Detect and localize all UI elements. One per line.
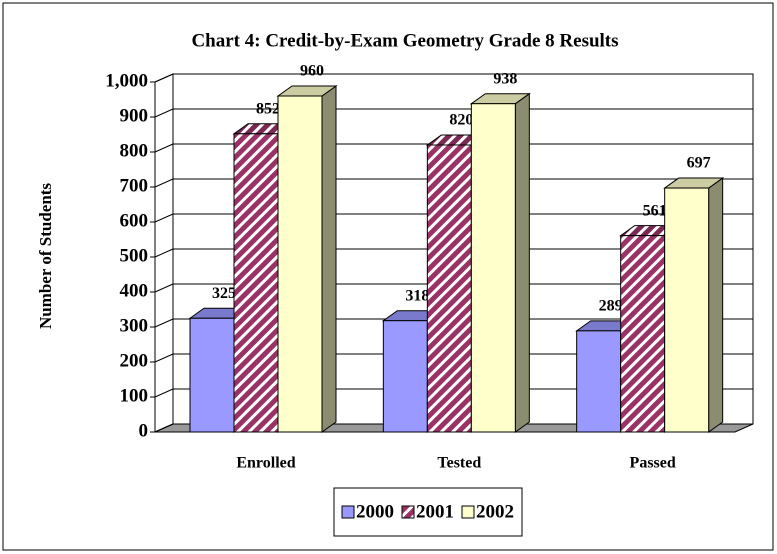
legend-label: 2000 xyxy=(356,501,394,522)
y-tick-label: 1,000 xyxy=(105,70,148,91)
y-tick-label: 0 xyxy=(139,420,149,441)
value-label: 960 xyxy=(300,63,324,80)
legend-label: 2002 xyxy=(476,501,514,522)
grid-line xyxy=(154,353,174,363)
bar xyxy=(382,320,428,433)
x-tick-label: Passed xyxy=(630,455,676,472)
value-label: 852 xyxy=(256,100,280,117)
grid-line xyxy=(154,248,174,258)
x-tick-label: Tested xyxy=(437,455,481,472)
y-tick-label: 700 xyxy=(120,175,149,196)
value-label: 325 xyxy=(212,285,236,302)
grid-line xyxy=(154,73,174,83)
bar xyxy=(233,133,279,433)
legend xyxy=(333,487,523,537)
grid-line xyxy=(154,283,174,293)
y-tick-label: 800 xyxy=(120,140,149,161)
bar xyxy=(277,95,323,433)
value-label: 289 xyxy=(599,298,623,315)
bar xyxy=(470,103,516,433)
y-tick-label: 600 xyxy=(120,210,149,231)
grid-line xyxy=(154,423,174,433)
bar-side xyxy=(514,92,530,433)
y-tick-label: 500 xyxy=(120,245,149,266)
bar xyxy=(426,144,472,433)
grid-line xyxy=(154,143,174,153)
y-tick-label: 100 xyxy=(120,385,149,406)
grid-line xyxy=(154,388,174,398)
bar-side xyxy=(708,177,724,433)
value-label: 561 xyxy=(643,202,667,219)
bar xyxy=(664,187,710,433)
y-tick-label: 300 xyxy=(120,315,149,336)
legend-swatch xyxy=(461,505,475,519)
y-tick-label: 400 xyxy=(120,280,149,301)
y-tick-label: 200 xyxy=(120,350,149,371)
value-label: 318 xyxy=(405,287,429,304)
value-label: 697 xyxy=(687,155,711,172)
x-tick-label: Enrolled xyxy=(236,455,295,472)
bar xyxy=(620,235,666,433)
bar-side xyxy=(321,85,337,433)
value-label: 938 xyxy=(493,70,517,87)
legend-swatch xyxy=(401,505,415,519)
grid-line xyxy=(154,178,174,188)
y-axis-label: Number of Students xyxy=(36,183,55,329)
bar xyxy=(576,330,622,433)
value-label: 820 xyxy=(449,112,473,129)
bar xyxy=(189,317,235,433)
grid-line xyxy=(154,213,174,223)
chart-title: Chart 4: Credit-by-Exam Geometry Grade 8… xyxy=(191,30,618,51)
grid-line xyxy=(154,318,174,328)
legend-label: 2001 xyxy=(416,501,454,522)
legend-swatch xyxy=(341,505,355,519)
y-tick-label: 900 xyxy=(120,105,149,126)
grid-line xyxy=(154,108,174,118)
